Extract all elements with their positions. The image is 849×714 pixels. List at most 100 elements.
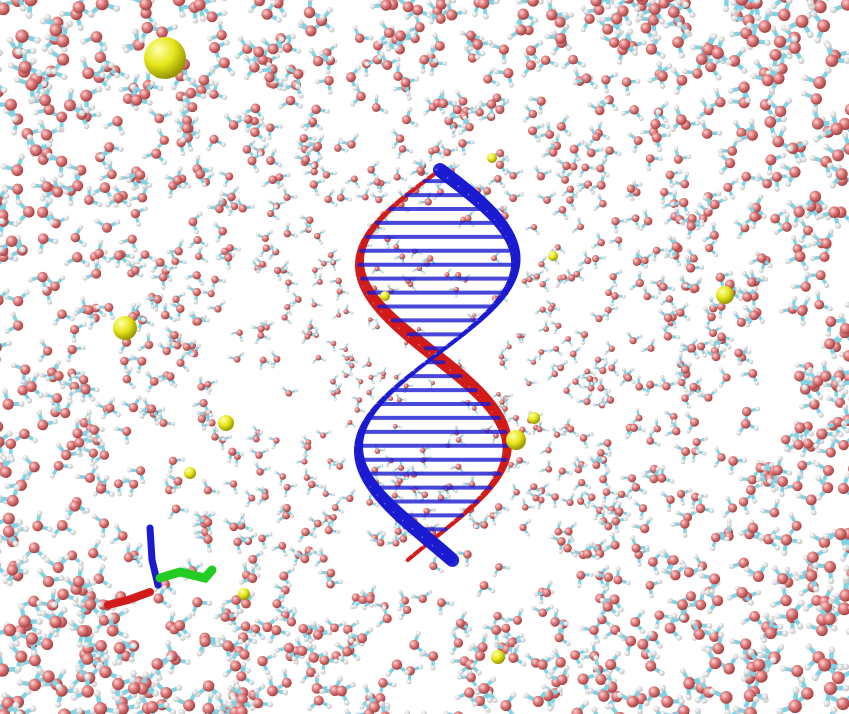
water-molecule bbox=[44, 22, 70, 48]
water-molecule bbox=[660, 374, 679, 391]
water-molecule bbox=[0, 66, 8, 94]
water-molecule bbox=[306, 695, 332, 712]
water-molecule bbox=[546, 364, 559, 381]
water-molecule bbox=[166, 473, 183, 494]
water-molecule bbox=[508, 643, 527, 667]
water-molecule bbox=[676, 488, 693, 506]
water-molecule bbox=[551, 359, 568, 372]
water-molecule bbox=[661, 563, 687, 581]
water-molecule bbox=[804, 642, 825, 671]
water-molecule bbox=[343, 303, 354, 315]
water-molecule bbox=[739, 368, 760, 386]
water-molecule bbox=[778, 295, 798, 314]
water-molecule bbox=[306, 104, 330, 121]
water-molecule bbox=[50, 520, 76, 538]
water-molecule bbox=[393, 372, 402, 383]
water-molecule bbox=[626, 331, 643, 345]
water-molecule bbox=[793, 569, 820, 593]
water-molecule bbox=[676, 359, 690, 381]
water-molecule bbox=[258, 356, 273, 370]
water-molecule bbox=[17, 376, 33, 404]
water-molecule bbox=[626, 423, 646, 439]
water-molecule bbox=[409, 158, 425, 176]
water-molecule bbox=[260, 36, 285, 55]
water-molecule bbox=[638, 208, 653, 231]
water-molecule bbox=[211, 275, 226, 291]
water-molecule bbox=[219, 603, 239, 622]
water-molecule bbox=[206, 134, 226, 152]
water-molecule bbox=[303, 0, 326, 21]
water-molecule bbox=[576, 391, 593, 406]
water-molecule bbox=[340, 353, 354, 361]
water-molecule bbox=[770, 0, 791, 10]
water-molecule bbox=[592, 395, 606, 409]
water-molecule bbox=[299, 658, 316, 684]
water-molecule bbox=[404, 4, 432, 20]
water-molecule bbox=[367, 160, 379, 180]
water-molecule bbox=[313, 229, 326, 245]
water-molecule bbox=[551, 426, 567, 438]
water-molecule bbox=[673, 443, 691, 465]
water-molecule bbox=[129, 354, 147, 374]
water-molecule bbox=[812, 560, 836, 585]
water-molecule bbox=[310, 296, 323, 308]
water-molecule bbox=[397, 589, 410, 612]
water-molecule bbox=[492, 563, 511, 578]
water-molecule bbox=[741, 202, 760, 227]
water-molecule bbox=[254, 331, 271, 345]
water-molecule bbox=[593, 193, 607, 211]
water-molecule bbox=[563, 381, 573, 399]
water-molecule bbox=[204, 379, 218, 395]
water-molecule bbox=[330, 457, 346, 470]
water-molecule bbox=[229, 639, 251, 660]
water-molecule bbox=[223, 480, 238, 495]
water-molecule bbox=[247, 0, 265, 14]
water-molecule bbox=[665, 169, 683, 188]
water-molecule bbox=[591, 706, 599, 714]
water-molecule bbox=[284, 300, 295, 316]
water-molecule bbox=[379, 51, 401, 70]
water-molecule bbox=[509, 483, 520, 501]
water-molecule bbox=[560, 492, 575, 506]
water-molecule bbox=[536, 121, 555, 139]
water-molecule bbox=[670, 197, 690, 216]
water-molecule bbox=[581, 379, 597, 392]
water-molecule bbox=[701, 221, 719, 243]
water-molecule bbox=[840, 418, 849, 427]
water-molecule bbox=[690, 492, 709, 510]
water-molecule bbox=[0, 49, 3, 57]
water-molecule bbox=[632, 249, 649, 269]
water-molecule bbox=[0, 288, 10, 306]
water-molecule bbox=[427, 32, 445, 56]
water-molecule bbox=[776, 686, 802, 714]
water-molecule bbox=[405, 664, 424, 685]
water-molecule bbox=[823, 681, 849, 708]
water-molecule bbox=[303, 117, 323, 131]
water-molecule bbox=[351, 395, 363, 408]
water-molecule bbox=[166, 239, 184, 256]
ligand-red-segment bbox=[104, 588, 154, 609]
ion-sphere bbox=[144, 37, 186, 79]
water-molecule bbox=[611, 217, 628, 234]
water-molecule bbox=[209, 57, 236, 77]
water-molecule bbox=[419, 54, 439, 74]
water-molecule bbox=[537, 320, 550, 333]
water-molecule bbox=[0, 623, 21, 647]
water-molecule bbox=[419, 446, 431, 458]
water-molecule bbox=[227, 351, 245, 363]
water-molecule bbox=[742, 304, 760, 328]
water-molecule bbox=[708, 687, 733, 714]
water-molecule bbox=[422, 96, 438, 116]
water-molecule bbox=[52, 309, 75, 326]
water-molecule bbox=[334, 640, 359, 657]
water-molecule bbox=[411, 265, 426, 275]
water-molecule bbox=[572, 478, 592, 491]
dna-base-pairs bbox=[356, 179, 518, 546]
water-molecule bbox=[420, 455, 432, 469]
water-molecule bbox=[254, 615, 279, 633]
water-molecule bbox=[122, 367, 136, 390]
water-molecule bbox=[315, 7, 335, 33]
water-molecule bbox=[311, 266, 324, 279]
